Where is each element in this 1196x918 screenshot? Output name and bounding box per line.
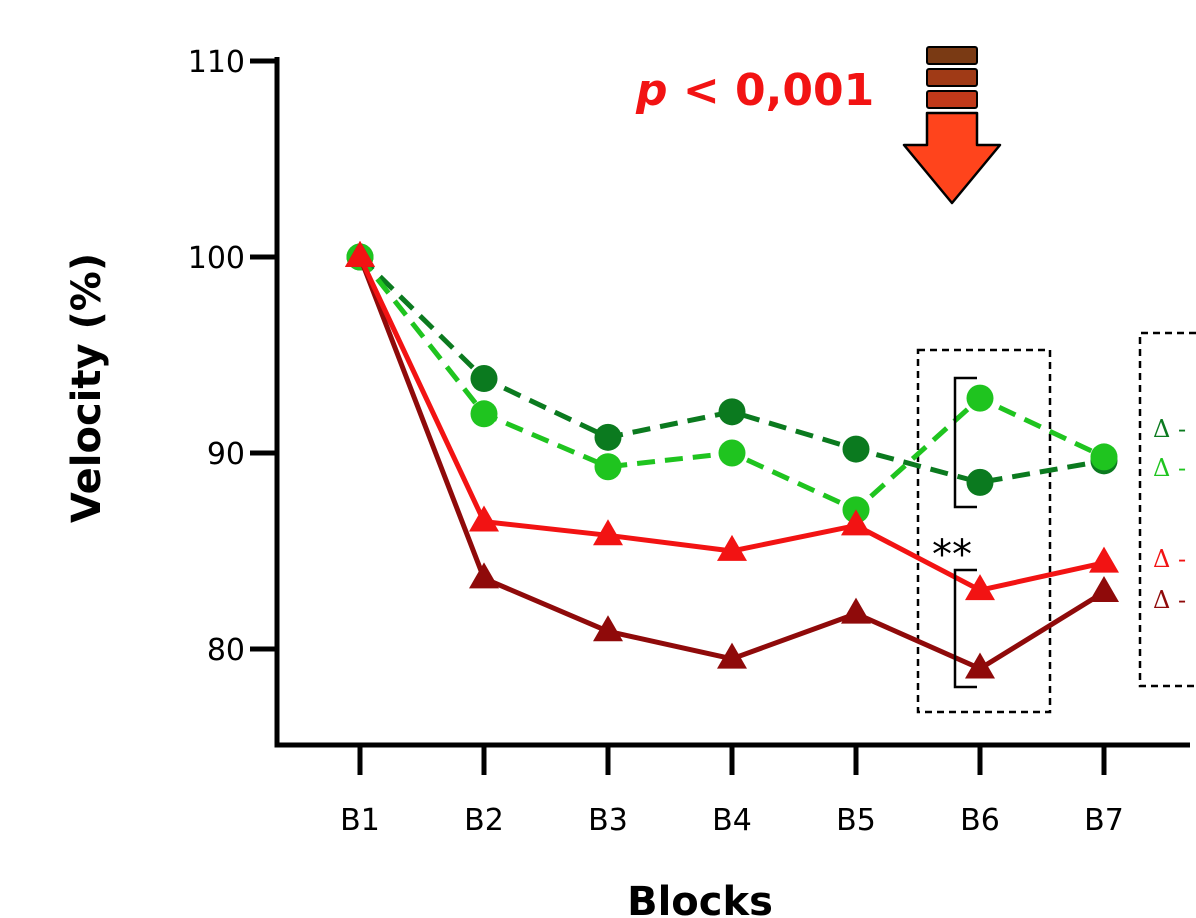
x-tick-label: B3 — [588, 803, 628, 838]
legend-entry: Δ - — [1153, 415, 1186, 443]
y-tick-label: 90 — [207, 437, 245, 472]
data-point — [1089, 576, 1119, 602]
arrow-head — [904, 113, 1000, 203]
data-point — [469, 562, 499, 588]
y-axis-title: Velocity (%) — [64, 253, 110, 523]
legend-entry: Δ - — [1153, 545, 1186, 573]
series-1 — [347, 244, 1118, 524]
arrow-segment — [927, 91, 977, 108]
down-arrow-icon — [904, 47, 1000, 203]
x-tick-label: B6 — [960, 803, 1000, 838]
data-point — [843, 436, 870, 463]
x-tick-label: B4 — [712, 803, 752, 838]
y-tick-label: 80 — [207, 633, 245, 668]
legend-entry: Δ - — [1153, 454, 1186, 482]
significance-stars: ** — [932, 532, 972, 578]
data-point — [719, 398, 746, 425]
x-tick-label: B5 — [836, 803, 876, 838]
y-tick-label: 110 — [188, 45, 245, 80]
data-point — [469, 505, 499, 531]
data-point — [1089, 547, 1119, 573]
arrow-segment — [927, 47, 977, 64]
x-axis-title: Blocks — [627, 879, 773, 918]
legend-entry: Δ - — [1153, 586, 1186, 614]
data-point — [841, 598, 871, 624]
data-point — [967, 385, 994, 412]
x-tick-label: B1 — [340, 803, 380, 838]
p-rest: < 0,001 — [668, 65, 875, 116]
data-point — [719, 440, 746, 467]
data-point — [595, 424, 622, 451]
data-point — [595, 453, 622, 480]
arrow-segment — [927, 69, 977, 86]
p-symbol: p — [635, 65, 668, 116]
x-tick-label: B7 — [1084, 803, 1124, 838]
data-point — [471, 400, 498, 427]
p-value-label: p < 0,001 — [635, 65, 874, 116]
data-point — [471, 365, 498, 392]
y-tick-label: 100 — [188, 241, 245, 276]
data-point — [1091, 443, 1118, 470]
data-point — [967, 469, 994, 496]
x-tick-label: B2 — [464, 803, 504, 838]
legend-box — [1140, 333, 1196, 686]
